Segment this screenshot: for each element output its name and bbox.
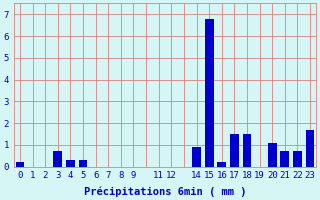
Bar — [280, 151, 289, 167]
Bar — [230, 134, 239, 167]
Bar — [306, 130, 315, 167]
Bar — [217, 162, 226, 167]
Bar — [53, 151, 62, 167]
Bar — [243, 134, 252, 167]
Bar — [268, 143, 276, 167]
Bar — [205, 19, 213, 167]
X-axis label: Précipitations 6min ( mm ): Précipitations 6min ( mm ) — [84, 186, 246, 197]
Bar — [16, 162, 24, 167]
Bar — [66, 160, 75, 167]
Bar — [192, 147, 201, 167]
Bar — [293, 151, 302, 167]
Bar — [79, 160, 87, 167]
